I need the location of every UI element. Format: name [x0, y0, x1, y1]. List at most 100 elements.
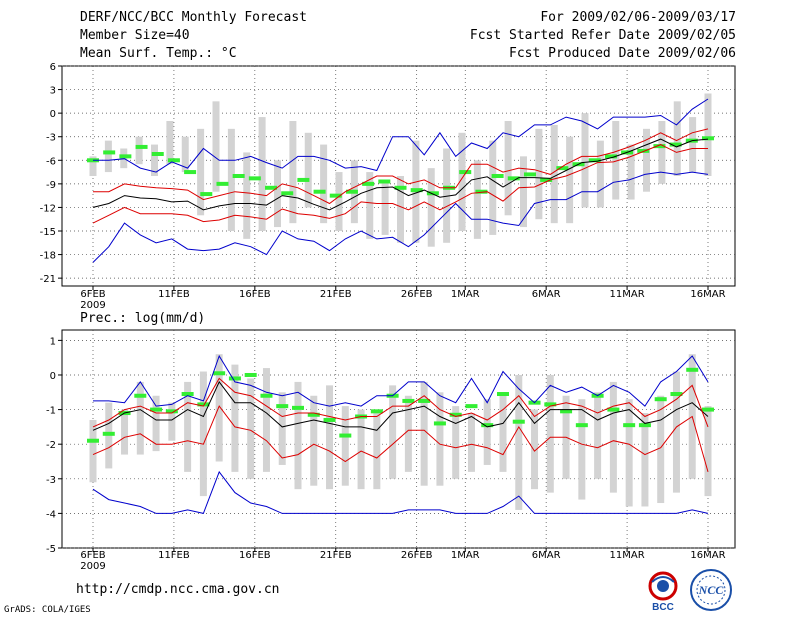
temp-range-box: [612, 121, 620, 200]
temp-green-marker: [362, 181, 375, 186]
chart-title: DERF/NCC/BCC Monthly Forecast: [80, 10, 307, 25]
prec-range-box: [152, 395, 160, 452]
temp-range-box: [89, 156, 97, 176]
temp-range-box: [243, 152, 251, 239]
temp-ytick-label: -9: [46, 180, 56, 191]
temp-range-box: [520, 156, 527, 228]
temp-range-box: [274, 160, 281, 228]
prec-green-marker: [292, 405, 304, 410]
prec-range-box: [278, 392, 286, 465]
temp-green-marker: [200, 192, 213, 197]
prec-green-marker: [307, 412, 320, 417]
prec-range-box: [247, 378, 255, 479]
prec-green-marker: [544, 402, 557, 407]
temp-series-mean-sd: [92, 144, 708, 224]
temp-green-marker: [475, 189, 488, 194]
prec-range-box: [452, 406, 460, 479]
prec-range-box: [657, 395, 665, 504]
prec-green-marker: [497, 392, 509, 397]
prec-green-marker: [686, 367, 699, 372]
prec-green-marker: [402, 398, 415, 403]
temp-range-box: [258, 117, 266, 231]
prec-range-box: [121, 409, 129, 455]
temp-xtick-label: 6FEB: [80, 289, 105, 300]
temp-series-mean-sd: [93, 128, 709, 205]
temp-green-marker: [523, 172, 536, 177]
website-url[interactable]: http://cmdp.ncc.cma.gov.cn: [76, 582, 280, 597]
temp-green-marker: [281, 191, 294, 196]
grads-credit: GrADS: COLA/IGES: [4, 605, 91, 615]
prec-panel-title: Prec.: log(mm/d): [80, 311, 205, 326]
temp-series-ensemble-mean: [92, 138, 709, 211]
prec-green-marker: [670, 392, 683, 397]
temp-range-box: [397, 176, 404, 243]
prec-range-box: [515, 374, 523, 510]
temp-green-marker: [669, 142, 682, 147]
temp-range-box: [627, 144, 635, 200]
temp-range-box: [104, 140, 112, 173]
temp-green-marker: [103, 150, 116, 155]
ncc-logo: NCC: [690, 569, 732, 611]
prec-range-box: [531, 409, 539, 490]
prec-green-marker: [560, 409, 573, 414]
temp-range-box: [335, 172, 343, 231]
member-size-label: Member Size=40: [80, 28, 190, 43]
temp-range-box: [181, 136, 189, 173]
temp-ytick-label: -3: [46, 133, 56, 144]
temp-range-box: [643, 128, 650, 192]
temp-range-box: [704, 93, 712, 176]
temp-range-box: [596, 140, 604, 208]
prec-range-box: [215, 354, 223, 462]
variable-label: Mean Surf. Temp.: °C: [80, 46, 237, 61]
temp-range-box: [550, 124, 558, 224]
prec-series-max: [93, 354, 709, 407]
bcc-logo-arc: [651, 576, 675, 583]
prec-xtick-label: 16MAR: [690, 550, 725, 561]
prec-green-marker: [197, 402, 210, 407]
prec-green-marker: [276, 404, 289, 409]
bcc-logo-core: [657, 580, 669, 592]
prec-green-marker: [323, 417, 336, 422]
prec-ytick-label: 1: [50, 336, 56, 347]
prec-range-box: [136, 381, 144, 455]
prec-green-marker: [481, 423, 494, 428]
prec-series-ensemble-mean: [92, 380, 709, 431]
temp-green-marker: [426, 191, 439, 196]
temp-range-box: [689, 117, 697, 173]
temp-range-box: [427, 168, 435, 247]
prec-ytick-label: -4: [46, 509, 56, 520]
prec-range-box: [609, 381, 617, 493]
temp-range-box: [581, 113, 589, 208]
ncc-logo-inner-ring: [696, 575, 726, 605]
temp-green-marker: [588, 158, 601, 163]
prec-range-box: [326, 385, 334, 490]
bcc-logo-text: BCC: [652, 602, 674, 613]
prec-series-min: [92, 470, 709, 514]
temp-ytick-label: -15: [40, 227, 56, 238]
prec-green-marker: [654, 397, 667, 402]
temp-xtick-label: 16MAR: [690, 289, 725, 300]
temp-ytick-label: 3: [50, 86, 56, 97]
temp-range-box: [489, 140, 497, 235]
ncc-logo-text: NCC: [698, 583, 725, 597]
prec-green-marker: [213, 371, 226, 376]
prec-range-box: [373, 409, 381, 490]
temp-xtick-label: 26FEB: [401, 289, 433, 300]
temp-range-box: [504, 121, 512, 216]
prec-range-box: [436, 392, 444, 486]
prec-series-mean-sd: [92, 377, 709, 428]
prec-range-box: [625, 399, 633, 507]
prec-year-label: 2009: [80, 561, 105, 572]
temp-range-box: [458, 132, 466, 231]
prec-range-box: [420, 381, 428, 486]
prec-xtick-label: 6MAR: [532, 550, 561, 561]
prec-green-marker: [134, 393, 147, 398]
temp-green-marker: [297, 177, 310, 182]
temp-green-marker: [507, 176, 520, 181]
prec-ytick-label: 0: [50, 371, 56, 382]
temp-green-marker: [702, 136, 714, 141]
temp-range-box: [381, 179, 389, 235]
temp-ytick-label: -12: [40, 203, 56, 214]
temp-range-box: [320, 144, 328, 224]
temp-range-box: [135, 136, 143, 165]
